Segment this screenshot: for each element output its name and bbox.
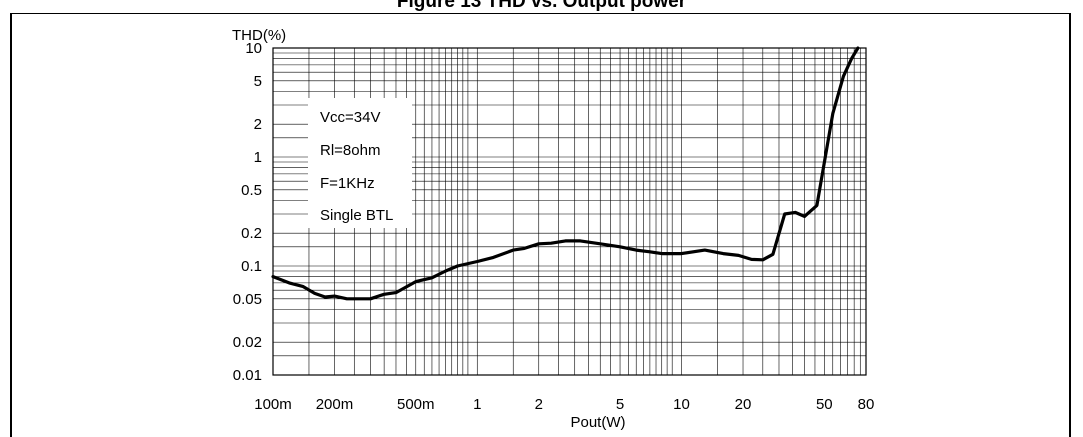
y-axis-label: THD(%) [232, 27, 286, 44]
annotation-vcc: Vcc=34V [320, 109, 380, 126]
y-tick-label: 0.5 [241, 182, 262, 199]
y-tick-label: 10 [245, 40, 262, 57]
x-tick-label: 80 [858, 396, 875, 413]
y-tick-label: 0.2 [241, 225, 262, 242]
y-tick-label: 0.05 [233, 291, 262, 308]
chart-frame [10, 12, 1071, 437]
annotation-box: Vcc=34V Rl=8ohm F=1KHz Single BTL [308, 98, 412, 228]
y-tick-label: 0.1 [241, 258, 262, 275]
x-tick-label: 1 [473, 396, 481, 413]
y-tick-label: 2 [254, 116, 262, 133]
y-tick-label: 1 [254, 149, 262, 166]
x-tick-label: 200m [316, 396, 354, 413]
chart-title: Figure 13 THD vs. Output power [396, 0, 687, 12]
annotation-frequency: F=1KHz [320, 175, 375, 192]
x-axis-label: Pout(W) [570, 414, 625, 431]
chart-title-area: Figure 13 THD vs. Output power [0, 0, 1083, 13]
x-tick-label: 2 [535, 396, 543, 413]
x-tick-label: 50 [816, 396, 833, 413]
y-tick-label: 0.01 [233, 367, 262, 384]
plot-border [272, 47, 867, 376]
x-tick-label: 100m [254, 396, 292, 413]
annotation-mode: Single BTL [320, 207, 393, 224]
annotation-load: Rl=8ohm [320, 142, 380, 159]
data-series [271, 46, 860, 301]
y-tick-labels: 0.01 0.02 0.05 0.1 0.2 0.5 1 2 5 10 [233, 40, 262, 384]
x-tick-label: 500m [397, 396, 435, 413]
x-tick-label: 5 [616, 396, 624, 413]
x-tick-label: 20 [735, 396, 752, 413]
y-tick-label: 0.02 [233, 334, 262, 351]
annotation-background [308, 98, 412, 228]
x-tick-labels: 100m 200m 500m 1 2 5 10 20 50 80 [254, 396, 874, 413]
x-tick-label: 10 [673, 396, 690, 413]
thd-curve [271, 46, 860, 301]
y-tick-label: 5 [254, 73, 262, 90]
